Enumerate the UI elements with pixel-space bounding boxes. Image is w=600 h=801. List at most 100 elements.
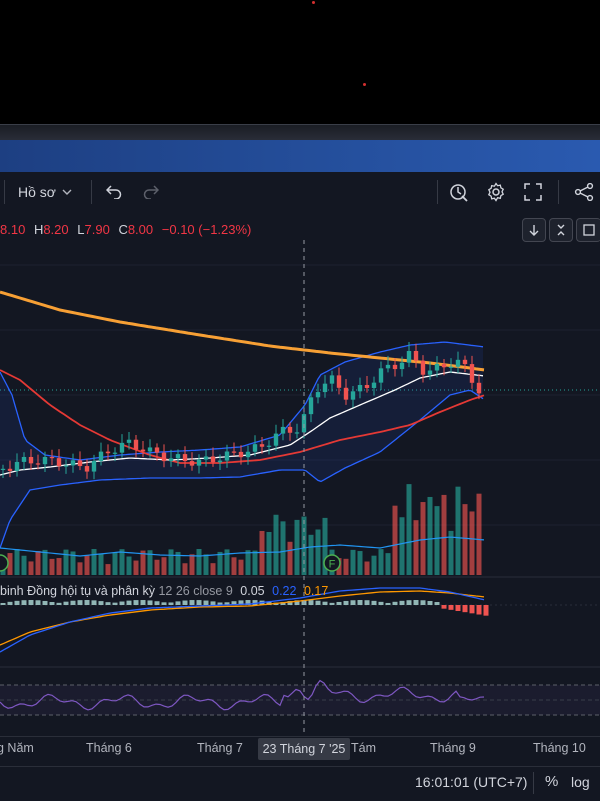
candle-body	[322, 383, 328, 393]
volume-bar	[105, 564, 111, 575]
candle-body	[308, 397, 314, 415]
candle-body	[28, 456, 34, 464]
candle-body	[140, 449, 146, 452]
alert-button[interactable]	[446, 172, 472, 212]
volume-bar	[434, 506, 440, 575]
volume-bar	[112, 552, 118, 575]
macd-histogram-bar	[399, 600, 405, 605]
macd-histogram-bar	[364, 600, 370, 605]
macd-histogram-bar	[168, 602, 174, 605]
volume-bar	[392, 505, 398, 575]
macd-histogram-bar	[119, 601, 125, 605]
percent-scale-button[interactable]: %	[545, 773, 559, 790]
scroll-down-button[interactable]	[522, 218, 546, 242]
ohlc-legend: 8.10 H8.20 L7.90 C8.00 −0.10 (−1.23%)	[0, 222, 251, 240]
macd-histogram-bar	[35, 600, 41, 605]
candle-body	[210, 456, 216, 463]
volume-bar	[364, 561, 370, 575]
volume-bar	[385, 553, 391, 575]
volume-bar	[357, 551, 363, 575]
candle-body	[14, 461, 20, 471]
undo-icon	[106, 185, 122, 199]
share-button[interactable]	[570, 172, 598, 212]
macd-histogram-bar	[217, 602, 223, 605]
time-label: g Năm	[0, 741, 34, 755]
macd-histogram-bar	[21, 600, 27, 605]
volume-bar	[455, 486, 461, 575]
volume-bar	[462, 504, 468, 575]
high-key: H	[33, 222, 44, 237]
redo-button[interactable]	[137, 172, 165, 212]
macd-histogram-bar	[42, 600, 48, 605]
candle-body	[378, 368, 384, 383]
macd-histogram-bar	[161, 602, 167, 605]
macd-histogram-bar	[378, 601, 384, 605]
candle-body	[336, 375, 342, 388]
volume-bar	[266, 531, 272, 575]
clock-timezone-button[interactable]: 16:01:01 (UTC+7)	[415, 774, 528, 790]
candle-body	[224, 451, 230, 461]
macd-histogram-bar	[7, 601, 13, 605]
undo-button[interactable]	[100, 172, 128, 212]
macd-histogram-bar	[210, 601, 216, 605]
candle-body	[49, 457, 55, 459]
window-title-strip	[0, 124, 600, 141]
more-button[interactable]	[576, 218, 600, 242]
candle-body	[112, 452, 118, 454]
fullscreen-button[interactable]	[520, 172, 546, 212]
candle-body	[266, 445, 272, 447]
candle-body	[21, 456, 27, 462]
candle-body	[315, 392, 321, 398]
volume-bar	[224, 549, 230, 575]
browser-header-bar	[0, 140, 600, 172]
more-icon	[583, 224, 595, 236]
toolbar-divider	[91, 180, 92, 204]
macd-histogram-bar	[392, 601, 398, 605]
macd-title: binh Đồng hội tụ và phân kỳ	[0, 584, 155, 598]
macd-histogram-bar	[315, 600, 321, 605]
candle-body	[385, 364, 391, 369]
candle-body	[231, 451, 237, 453]
macd-histogram-bar	[0, 603, 6, 605]
macd-histogram-bar	[189, 600, 195, 605]
macd-value-signal: 0.17	[303, 584, 329, 598]
macd-histogram-bar	[455, 605, 461, 611]
macd-histogram-bar	[483, 605, 489, 616]
candle-body	[42, 457, 48, 465]
volume-bar	[399, 517, 405, 575]
volume-bar	[91, 549, 97, 575]
time-label: Tháng 6	[86, 741, 132, 755]
macd-histogram-bar	[126, 600, 132, 605]
volume-bar	[252, 550, 258, 575]
macd-histogram-bar	[63, 601, 69, 605]
macd-histogram-bar	[308, 600, 314, 605]
macd-histogram-bar	[112, 602, 118, 605]
macd-histogram-bar	[280, 602, 286, 605]
event-marker-left	[0, 554, 9, 572]
toolbar-divider	[4, 180, 5, 204]
log-scale-button[interactable]: log	[571, 774, 590, 790]
redo-icon	[143, 185, 159, 199]
price-chart[interactable]: F	[0, 212, 600, 768]
volume-bar	[189, 554, 195, 575]
macd-histogram-bar	[420, 600, 426, 605]
macd-histogram-bar	[105, 602, 111, 605]
chart-canvas-area[interactable]: F	[0, 212, 600, 768]
volume-bar	[70, 551, 76, 575]
time-label: Tháng 7	[197, 741, 243, 755]
candle-body	[259, 444, 265, 447]
collapse-button[interactable]	[549, 218, 573, 242]
time-label: Tháng 10	[533, 741, 586, 755]
volume-bar	[217, 551, 223, 575]
volume-bar	[448, 530, 454, 575]
low-key: L	[77, 222, 85, 237]
candle-body	[294, 432, 300, 434]
volume-bar	[231, 557, 237, 575]
settings-button[interactable]	[483, 172, 509, 212]
volume-bar	[196, 549, 202, 575]
profile-menu-button[interactable]: Hồ sơ	[12, 172, 78, 212]
macd-histogram-bar	[434, 602, 440, 605]
candle-body	[238, 451, 244, 458]
low-value: 7.90	[84, 222, 110, 237]
volume-bar	[406, 484, 412, 575]
